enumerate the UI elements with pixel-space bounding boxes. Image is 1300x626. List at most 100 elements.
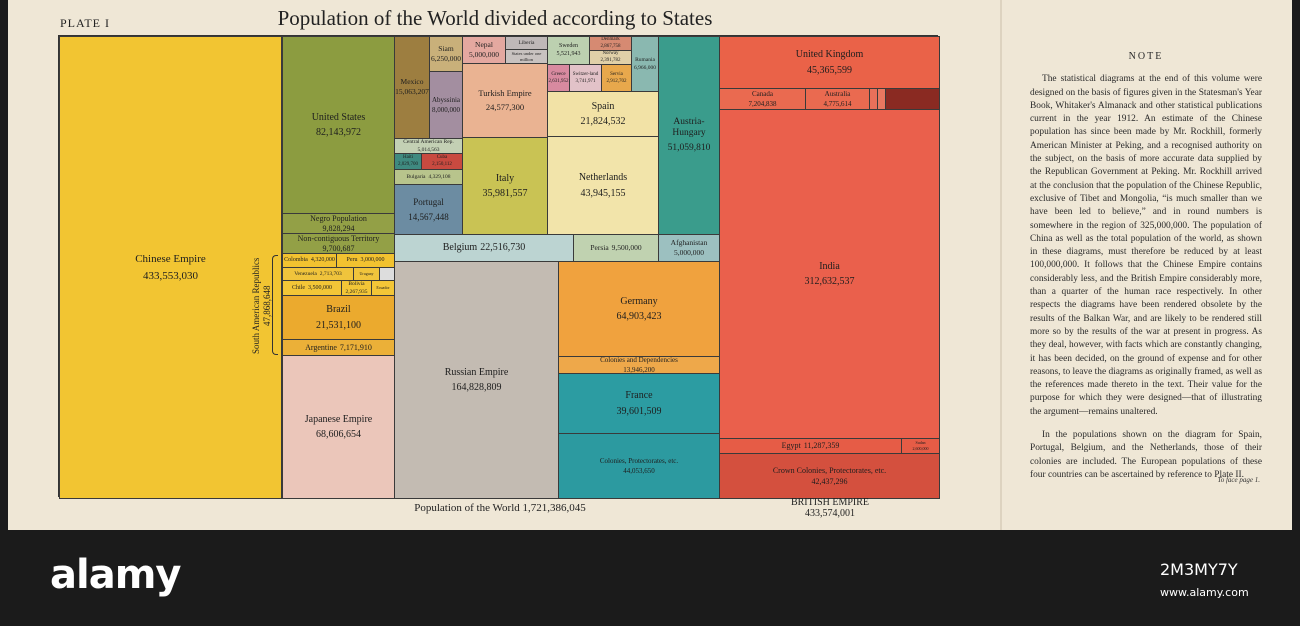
- tile-name: Switzer-land: [572, 71, 599, 77]
- label: BRITISH EMPIRE: [790, 497, 870, 508]
- tile: Greece 2,631,952: [547, 64, 570, 92]
- tile: Uruguay: [353, 267, 380, 281]
- tile-name: Argentine: [305, 342, 337, 352]
- tile-name: Russian Empire: [444, 366, 509, 378]
- tile-name: Abyssinia: [432, 96, 460, 105]
- tile: Haiti 2,029,700: [394, 153, 422, 170]
- tile-name: United Kingdom: [795, 49, 864, 60]
- tile: Chile 3,500,000: [282, 280, 342, 296]
- tile-population: 4,320,000: [310, 257, 335, 264]
- tile: Sweden 5,521,943: [547, 36, 590, 65]
- tile-name: Ecuador: [376, 284, 390, 290]
- tile: Turkish Empire 24,577,300: [462, 63, 548, 138]
- tile-name: Colonies, Protectorates, etc.: [599, 457, 679, 466]
- tile-name: Germany: [620, 295, 658, 307]
- tile-population: 39,601,509: [616, 405, 662, 417]
- tile-population: 21,824,532: [580, 116, 626, 127]
- tile-population: 7,171,910: [339, 342, 372, 352]
- tile-population: 82,143,972: [316, 127, 361, 138]
- tile: Denmark 2,867,758: [589, 36, 632, 51]
- tile: Italy 35,981,557: [462, 137, 548, 235]
- tile-name: Cuba: [436, 155, 448, 161]
- tile: Switzer-land 3,741,971: [569, 64, 602, 92]
- title: Population of the World divided accordin…: [277, 6, 713, 30]
- tile: France 39,601,509: [558, 373, 720, 434]
- watermark-url: www.alamy.com: [1160, 586, 1249, 599]
- tile-population: 9,828,294: [322, 224, 355, 233]
- tile-population: 2,029,700: [398, 162, 418, 167]
- tile: Nepal 5,000,000: [462, 36, 506, 64]
- tile: Egypt 11,287,359: [719, 438, 902, 454]
- tile-name: Egypt: [781, 441, 801, 451]
- tile-population: 45,365,599: [807, 64, 852, 76]
- plate-number: PLATE I: [60, 16, 110, 30]
- note-paragraph: The statistical diagrams at the end of t…: [1030, 74, 1262, 417]
- tile-name: Nepal: [475, 39, 493, 49]
- tile-name: Denmark: [601, 37, 620, 43]
- tile-population: 44,053,650: [623, 466, 655, 475]
- tile: Cuba 2,150,112: [421, 153, 463, 170]
- tile-name: Peru: [346, 257, 358, 264]
- tile: Rumania 6,966,000: [631, 36, 659, 92]
- tile: Bulgaria 4,329,108: [394, 169, 463, 185]
- tile-population: 3,000,000: [360, 257, 385, 264]
- tile-name: Crown Colonies, Protectorates, etc.: [772, 466, 887, 476]
- population: 433,574,001: [805, 508, 855, 519]
- tile-population: 4,329,108: [428, 173, 451, 180]
- tile-population: 14,567,448: [408, 211, 449, 222]
- tile: Liberia: [505, 36, 548, 50]
- tile: Afghanistan 5,000,000: [658, 234, 720, 262]
- note-heading: NOTE: [1128, 51, 1164, 62]
- tile-name: Mexico: [400, 77, 424, 87]
- tile-population: 11,287,359: [803, 441, 840, 451]
- tile-name: Servia: [610, 71, 623, 77]
- south-american-group: South American Republics 47,868,648: [248, 255, 278, 355]
- tile: Portugal 14,567,448: [394, 184, 463, 235]
- tile-name: Greece: [551, 71, 566, 77]
- tile-population: 22,516,730: [480, 242, 526, 254]
- tile: [885, 88, 940, 110]
- tile-name: Persia: [590, 242, 609, 252]
- tile-name: Australia: [824, 90, 851, 99]
- tile: Brazil 21,531,100: [282, 295, 395, 340]
- tile-name: Netherlands: [578, 172, 628, 183]
- tile-name: India: [819, 260, 840, 272]
- fold: [1000, 0, 1002, 530]
- tile-name: Venezuela: [294, 270, 317, 277]
- tile: Austria-Hungary 51,059,810: [658, 36, 720, 235]
- tile-name: Siam: [438, 43, 454, 53]
- tile-population: 433,553,030: [143, 269, 198, 282]
- tile-population: 64,903,423: [616, 311, 662, 322]
- tile-population: 5,000,000: [674, 247, 704, 257]
- note-paragraph: In the populations shown on the diagram …: [1030, 430, 1262, 480]
- tile: Negro Population 9,828,294: [282, 213, 395, 234]
- tile: Crown Colonies, Protectorates, etc. 42,43…: [719, 453, 940, 499]
- tile-population: 2,600,000: [912, 445, 929, 451]
- tile: Mexico 15,063,207: [394, 36, 430, 139]
- tile-name: Liberia: [518, 39, 535, 46]
- tile-population: 3,500,000: [308, 284, 332, 291]
- tile-name: France: [625, 390, 653, 401]
- tile-name: Chile: [292, 284, 305, 291]
- tile-population: 24,577,300: [485, 101, 525, 112]
- caption: To face page 1.: [1217, 476, 1260, 484]
- tile-name: Sudan: [915, 439, 926, 445]
- tile-name: Canada: [752, 90, 773, 99]
- tile-population: 13,946,200: [623, 365, 655, 374]
- tile-population: 4,775,614: [823, 99, 852, 108]
- tile-name: Rumania: [635, 57, 655, 64]
- tile: Chinese Empire 433,553,030: [59, 36, 282, 499]
- tile: Non-contiguous Territory 9,700,687: [282, 233, 395, 254]
- tile-name: United States: [311, 111, 366, 123]
- tile: United Kingdom 45,365,599: [719, 36, 940, 89]
- tile: Russian Empire 164,828,809: [394, 261, 559, 499]
- tile: Central American Rep. 5,014,563: [394, 138, 463, 154]
- tile-name: Colombia: [284, 257, 308, 264]
- tile-name: Central American Rep.: [403, 139, 454, 146]
- tile-population: 7,204,838: [748, 99, 777, 108]
- tile-name: Brazil: [326, 304, 351, 315]
- tile: Ecuador: [371, 280, 395, 296]
- group-population: 47,868,648: [262, 285, 272, 327]
- tile: Netherlands 43,945,155: [547, 136, 659, 235]
- tile-name: States under one million: [511, 51, 542, 62]
